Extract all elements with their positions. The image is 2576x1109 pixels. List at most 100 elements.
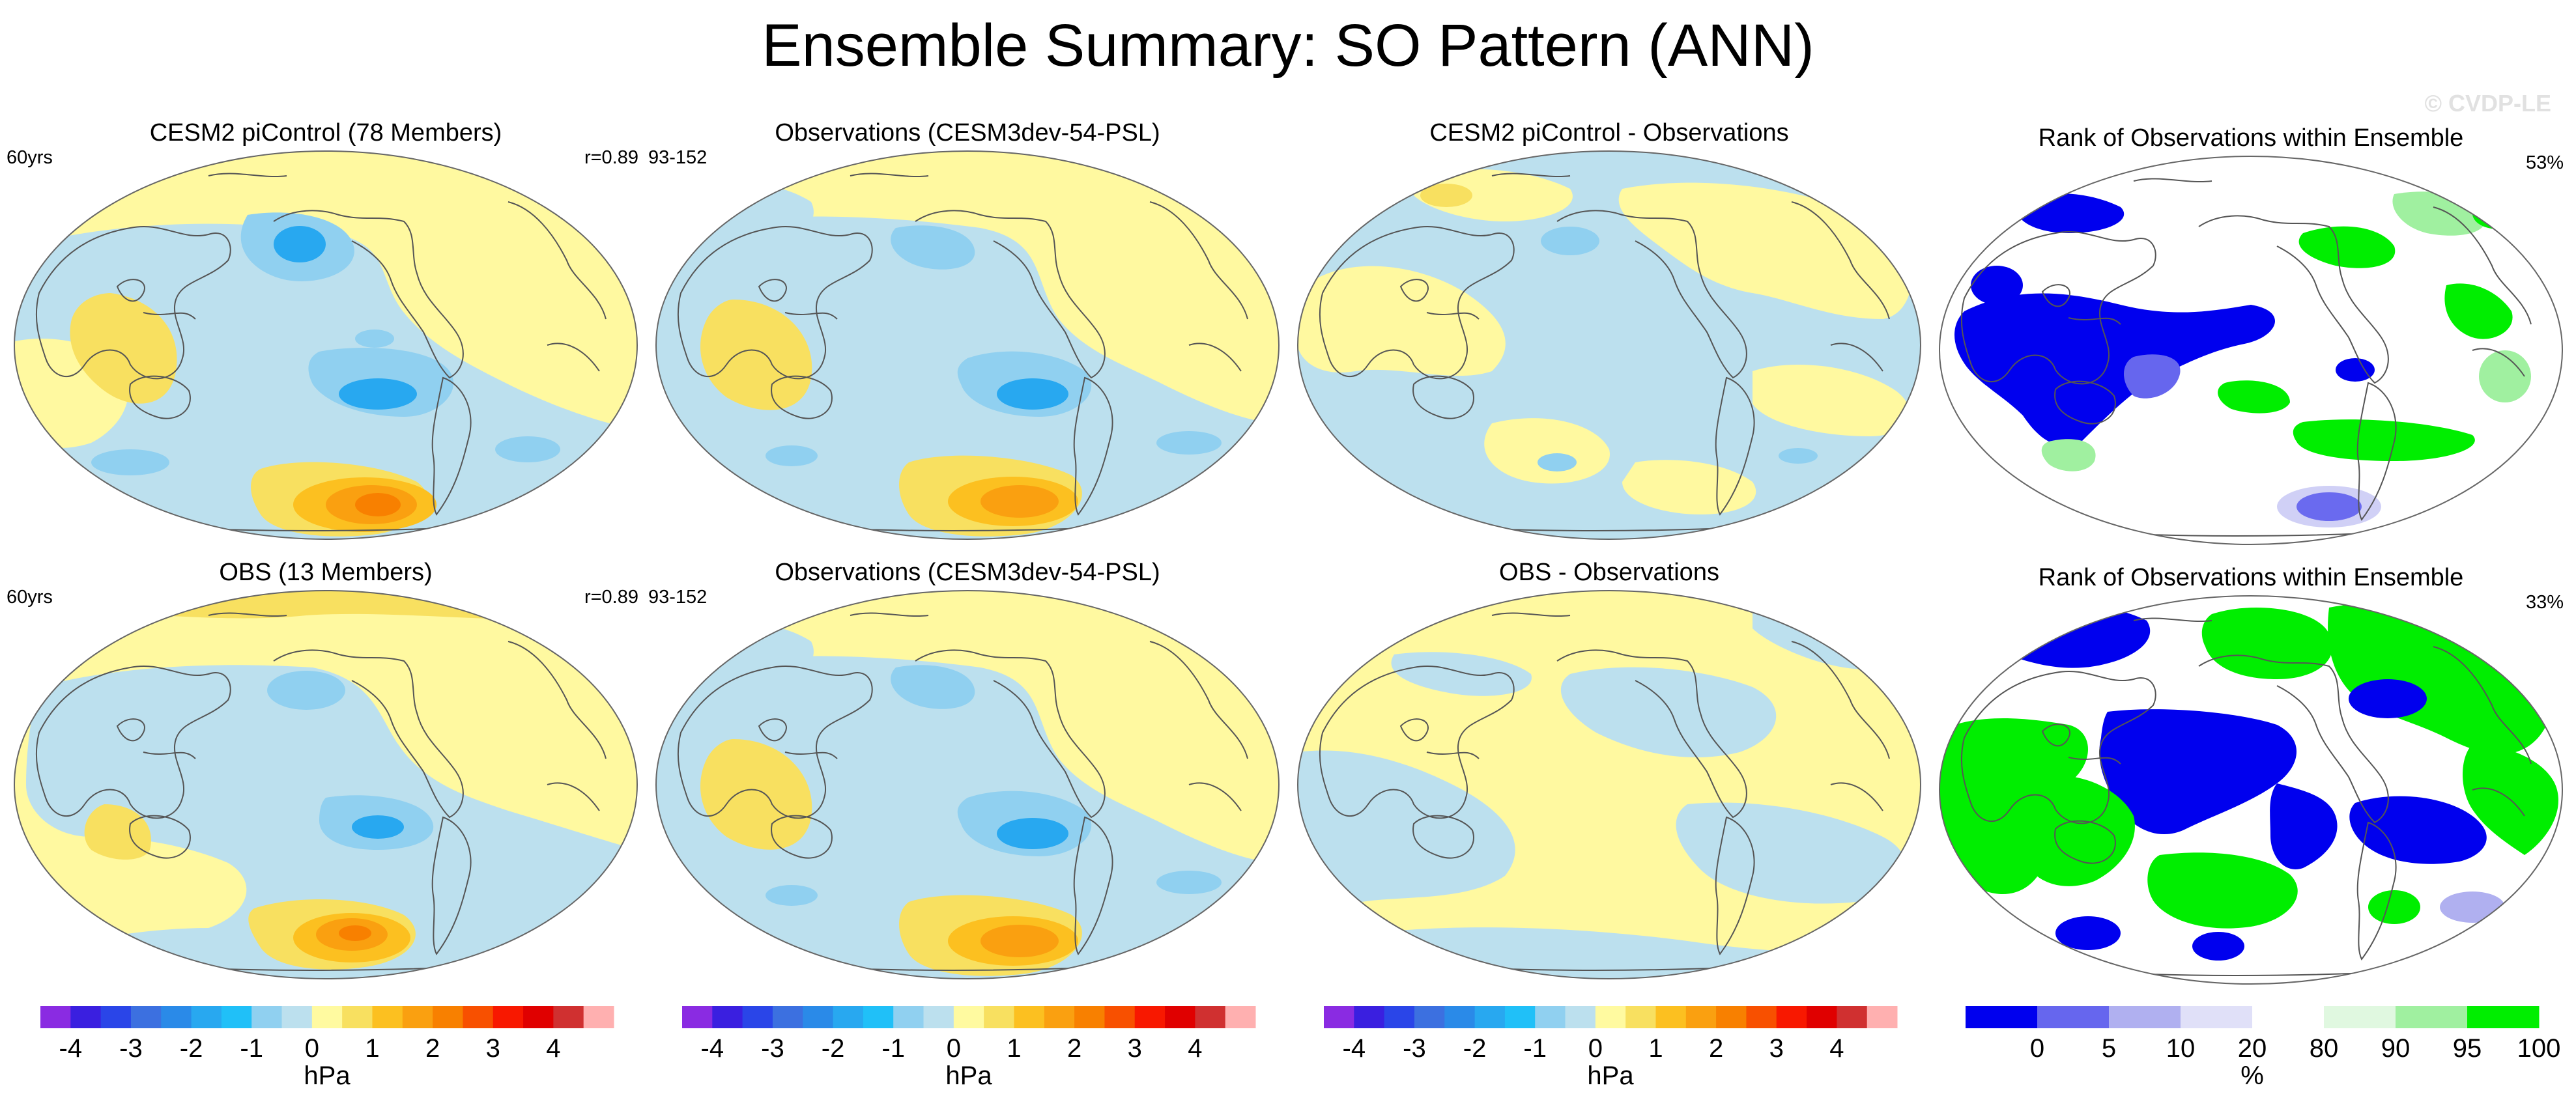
colorbar-swatch: [161, 1006, 192, 1028]
colorbar-swatch: [2109, 1006, 2181, 1028]
colorbar-tick-label: 90: [2381, 1034, 2411, 1063]
globe-map: [1939, 595, 2563, 985]
colorbar-swatch: [493, 1006, 524, 1028]
colorbar-swatch: [583, 1006, 614, 1028]
panel-years-label: 60yrs: [7, 587, 53, 608]
colorbar-hpa-1: -4 -3 -2 -1 0 1 2 3 4 hPa: [40, 1006, 614, 1104]
colorbar-svg: -4 -3 -2 -1 0 1 2 3 4: [682, 1006, 1256, 1063]
colorbar-tick-label: -1: [1523, 1034, 1547, 1063]
colorbar-swatch: [1716, 1006, 1747, 1028]
colorbar-svg: -4 -3 -2 -1 0 1 2 3 4: [40, 1006, 614, 1063]
colorbar-tick-label: 95: [2453, 1034, 2482, 1063]
colorbar-swatch: [1134, 1006, 1166, 1028]
colorbar-swatch: [1625, 1006, 1656, 1028]
colorbar-swatch: [433, 1006, 463, 1028]
colorbar-swatch: [2037, 1006, 2110, 1028]
colorbar-tick-label: -4: [701, 1034, 724, 1063]
copyright-watermark: © CVDP-LE: [2424, 90, 2551, 117]
colorbar-swatch: [1685, 1006, 1717, 1028]
panel-title: OBS - Observations: [1499, 559, 1719, 586]
map-panel-rank-top: Rank of Observations within Ensemble 53%: [1932, 122, 2570, 565]
map-panel-difference-top: CESM2 piControl - Observations: [1290, 117, 1928, 560]
colorbar-tick-label: -4: [1343, 1034, 1366, 1063]
colorbar-tick-label: 3: [1128, 1034, 1142, 1063]
colorbar-swatch: [2181, 1006, 2253, 1028]
colorbar-swatch: [1074, 1006, 1105, 1028]
colorbar-tick-label: -3: [1403, 1034, 1426, 1063]
colorbar-swatch: [1807, 1006, 1837, 1028]
colorbar-swatch: [40, 1006, 71, 1028]
panel-years-label: 93-152: [648, 147, 708, 168]
panel-title: CESM2 piControl - Observations: [1429, 119, 1789, 147]
colorbar-swatch: [984, 1006, 1014, 1028]
colorbar-swatch: [311, 1006, 343, 1028]
colorbar-swatch: [742, 1006, 773, 1028]
map-panel-difference-bottom: OBS - Observations: [1290, 557, 1928, 1000]
colorbar-swatch: [772, 1006, 803, 1028]
colorbar-tick-label: -2: [180, 1034, 203, 1063]
colorbar-swatch: [1044, 1006, 1075, 1028]
globe-map: [655, 150, 1280, 540]
colorbar-swatch: [2467, 1006, 2540, 1028]
colorbar-tick-label: 4: [546, 1034, 560, 1063]
colorbar-swatch: [863, 1006, 894, 1028]
panel-years-label: 93-152: [648, 587, 708, 608]
colorbar-units: hPa: [1587, 1061, 1634, 1090]
colorbar-tick-label: 1: [1007, 1034, 1021, 1063]
colorbar-tick-label: 20: [2238, 1034, 2267, 1063]
colorbar-swatch: [1595, 1006, 1626, 1028]
panel-percent-label: 53%: [2525, 152, 2564, 173]
colorbar-tick-label: -1: [240, 1034, 263, 1063]
globe-map: [655, 590, 1280, 979]
colorbar-swatch: [342, 1006, 373, 1028]
colorbar-swatch: [1225, 1006, 1256, 1028]
colorbar-tick-label: 2: [1709, 1034, 1723, 1063]
colorbar-swatch: [1165, 1006, 1195, 1028]
colorbar-tick-label: 2: [425, 1034, 440, 1063]
colorbar-swatch: [953, 1006, 984, 1028]
colorbar-tick-label: 3: [486, 1034, 500, 1063]
colorbar-swatch: [1324, 1006, 1354, 1028]
colorbar-swatch: [712, 1006, 743, 1028]
colorbar-swatch: [1195, 1006, 1226, 1028]
colorbar-tick-label: -2: [822, 1034, 845, 1063]
colorbar-swatch: [803, 1006, 834, 1028]
colorbar-units: hPa: [304, 1061, 351, 1090]
panel-correlation-label: r=0.89: [584, 147, 638, 168]
colorbar-svg: -4 -3 -2 -1 0 1 2 3 4: [1324, 1006, 1898, 1063]
colorbar-swatch: [1444, 1006, 1476, 1028]
colorbar-swatch: [1535, 1006, 1566, 1028]
colorbar-rank: 0 5 10 20 80 90 95 100 %: [1966, 1006, 2560, 1104]
colorbar-swatch: [100, 1006, 132, 1028]
colorbar-swatch: [1837, 1006, 1868, 1028]
panel-title: OBS (13 Members): [219, 559, 433, 586]
map-panel-obs-ensemble: OBS (13 Members) 60yrs r=0.89: [7, 557, 645, 1000]
colorbar-swatch: [1966, 1006, 2038, 1028]
colorbar-swatch: [523, 1006, 554, 1028]
panel-title: Rank of Observations within Ensemble: [2038, 564, 2464, 591]
panel-title: Rank of Observations within Ensemble: [2038, 124, 2464, 152]
colorbar-swatch: [1014, 1006, 1045, 1028]
colorbar-swatch: [833, 1006, 864, 1028]
colorbar-swatch: [70, 1006, 102, 1028]
colorbar-tick-label: 100: [2517, 1034, 2561, 1063]
colorbar-tick-label: -1: [881, 1034, 905, 1063]
colorbar-swatch: [1354, 1006, 1385, 1028]
colorbar-svg: 0 5 10 20 80 90 95 100: [1966, 1006, 2560, 1063]
colorbar-swatch: [1655, 1006, 1687, 1028]
colorbar-swatch: [372, 1006, 403, 1028]
colorbar-swatch: [1474, 1006, 1506, 1028]
colorbar-tick-label: -3: [761, 1034, 784, 1063]
colorbar-tick-label: 0: [1588, 1034, 1603, 1063]
panel-percent-label: 33%: [2525, 592, 2564, 613]
colorbar-tick-label: 3: [1769, 1034, 1784, 1063]
colorbar-swatch: [2396, 1006, 2468, 1028]
colorbar-swatch: [1565, 1006, 1596, 1028]
colorbar-tick-label: -4: [59, 1034, 83, 1063]
map-panel-rank-bottom: Rank of Observations within Ensemble 33%: [1932, 562, 2570, 1005]
colorbar-swatch: [553, 1006, 584, 1028]
colorbar-tick-label: 5: [2102, 1034, 2116, 1063]
colorbar-hpa-2: -4 -3 -2 -1 0 1 2 3 4 hPa: [682, 1006, 1256, 1104]
colorbar-swatch: [1104, 1006, 1136, 1028]
colorbar-swatch: [402, 1006, 433, 1028]
